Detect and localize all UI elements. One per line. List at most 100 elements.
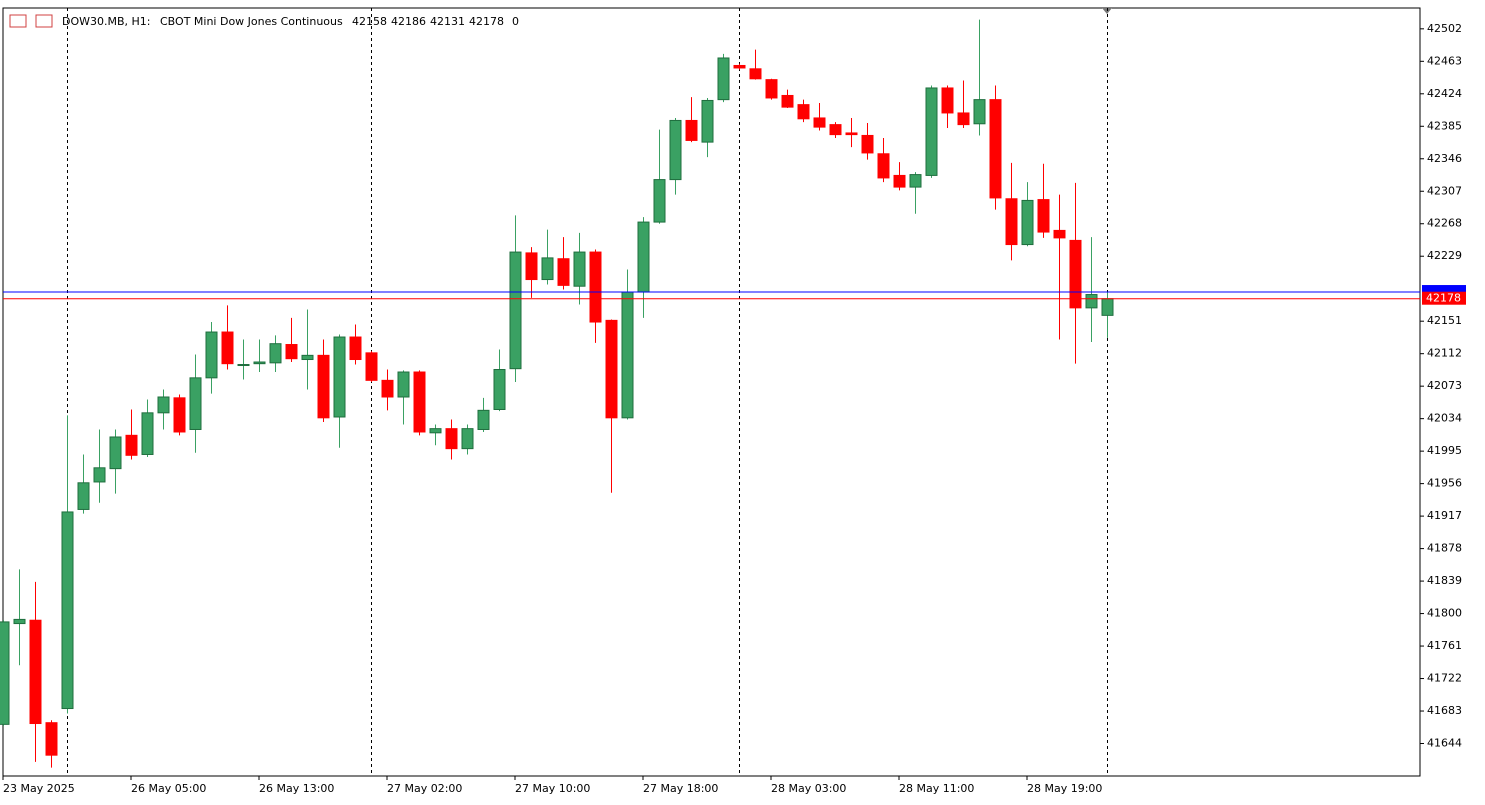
ohlc-low: 42131 <box>430 15 465 28</box>
candle-body <box>957 112 970 126</box>
candle-body <box>125 434 138 456</box>
y-tick-label: 41995 <box>1427 444 1462 457</box>
bid-label: 42178 <box>1426 292 1461 305</box>
candle-body <box>893 174 906 188</box>
icon <box>9 14 27 28</box>
candle-body <box>589 251 602 323</box>
x-tick-label: 28 May 19:00 <box>1027 782 1102 795</box>
y-tick-label: 41722 <box>1427 672 1462 685</box>
candle-body <box>1005 198 1018 246</box>
x-tick-label: 27 May 02:00 <box>387 782 462 795</box>
candle-body <box>461 428 474 450</box>
y-tick-label: 42073 <box>1427 379 1462 392</box>
candle-body <box>765 79 778 99</box>
y-tick-label: 41761 <box>1427 639 1462 652</box>
candle-body <box>77 482 90 510</box>
candle-body <box>573 251 586 287</box>
y-tick-label: 41878 <box>1427 542 1462 555</box>
symbol: DOW30.MB, H1: <box>62 15 151 28</box>
y-tick-label: 42034 <box>1427 412 1462 425</box>
candle-body <box>1085 294 1098 309</box>
candle-body <box>749 68 762 80</box>
ohlc-high: 42186 <box>391 15 426 28</box>
x-tick-label: 23 May 2025 <box>3 782 75 795</box>
y-tick-label: 41917 <box>1427 509 1462 522</box>
candle-body <box>269 343 282 364</box>
bid-label-bg <box>1422 291 1466 305</box>
y-tick-label: 42229 <box>1427 249 1462 262</box>
y-tick-label: 42268 <box>1427 217 1462 230</box>
candle-body <box>861 134 874 154</box>
candle-body <box>637 221 650 293</box>
candle-body <box>237 364 250 367</box>
candle-body <box>925 87 938 176</box>
candle-body <box>173 397 186 433</box>
candle-body <box>397 371 410 398</box>
y-tick-label: 41683 <box>1427 704 1462 717</box>
candle-body <box>285 344 298 360</box>
candle-body <box>973 99 986 125</box>
y-tick-label: 41800 <box>1427 607 1462 620</box>
candle-body <box>733 64 746 69</box>
x-tick-label: 27 May 18:00 <box>643 782 718 795</box>
ohlc-close: 42178 <box>469 15 504 28</box>
candle-body <box>1037 199 1050 233</box>
candle-body <box>1101 298 1114 316</box>
candle-body <box>301 354 314 361</box>
x-tick-label: 26 May 05:00 <box>131 782 206 795</box>
candle-body <box>509 251 522 370</box>
candle-body <box>13 618 26 625</box>
candle-body <box>61 511 74 710</box>
candle-body <box>477 409 490 430</box>
candle-body <box>93 467 106 483</box>
candle-body <box>829 124 842 136</box>
x-tick-label: 26 May 13:00 <box>259 782 334 795</box>
candle-body <box>109 436 122 470</box>
candle-body <box>989 99 1002 199</box>
header-icons <box>9 14 53 28</box>
candle-body <box>189 377 202 430</box>
candle-body <box>909 174 922 188</box>
candle-body <box>253 361 266 365</box>
candle-body <box>813 117 826 128</box>
candle-body <box>525 252 538 281</box>
y-tick-label: 42463 <box>1427 54 1462 67</box>
y-tick-label: 42307 <box>1427 184 1462 197</box>
candle-body <box>141 412 154 455</box>
candle-body <box>877 153 890 179</box>
candle-body <box>221 331 234 365</box>
candle-body <box>157 396 170 414</box>
candle-body <box>445 428 458 450</box>
candle-body <box>941 87 954 114</box>
y-tick-label: 41839 <box>1427 574 1462 587</box>
y-tick-label: 42385 <box>1427 119 1462 132</box>
candle-body <box>557 258 570 286</box>
y-tick-label: 41956 <box>1427 477 1462 490</box>
candle-body <box>205 331 218 379</box>
description: CBOT Mini Dow Jones Continuous <box>160 15 343 28</box>
candle-body <box>365 352 378 381</box>
candle-body <box>1069 239 1082 309</box>
x-tick-label: 27 May 10:00 <box>515 782 590 795</box>
candle-body <box>333 336 346 418</box>
candle-body <box>717 57 730 101</box>
candle-body <box>701 99 714 143</box>
ohlc-open: 42158 <box>352 15 387 28</box>
y-tick-label: 42112 <box>1427 347 1462 360</box>
candle-body <box>621 291 634 419</box>
candle-body <box>653 179 666 223</box>
y-tick-label: 42502 <box>1427 22 1462 35</box>
candle-body <box>797 104 810 120</box>
volume: 0 <box>512 15 519 28</box>
candle-body <box>0 621 10 725</box>
candle-body <box>541 257 554 281</box>
candle-body <box>349 336 362 361</box>
y-tick-label: 42346 <box>1427 152 1462 165</box>
candle-body <box>669 119 682 181</box>
candle-body <box>605 319 618 419</box>
candle-body <box>381 379 394 398</box>
candle-body <box>317 354 330 419</box>
candle-body <box>685 119 698 141</box>
candle-body <box>45 722 58 756</box>
